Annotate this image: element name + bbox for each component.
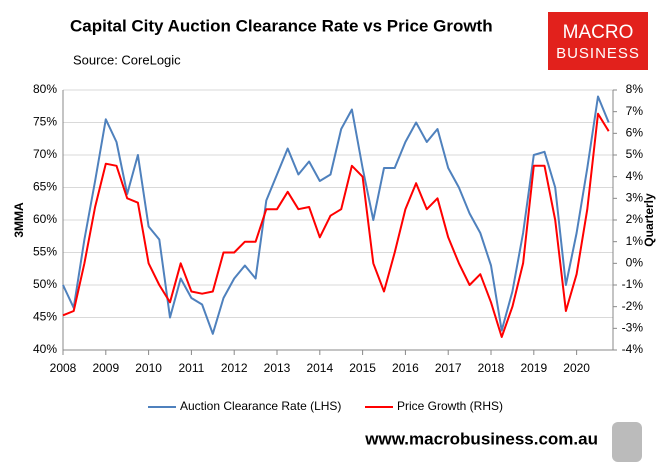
chart-subtitle: Source: CoreLogic xyxy=(73,52,181,67)
y2-tick-label: 1% xyxy=(626,234,644,248)
x-tick-label: 2020 xyxy=(563,361,590,375)
y-tick-label: 50% xyxy=(33,277,57,291)
y-axis-label: 3MMA xyxy=(12,202,26,238)
x-tick-label: 2014 xyxy=(306,361,333,375)
x-tick-label: 2016 xyxy=(392,361,419,375)
y2-tick-label: 8% xyxy=(626,82,644,96)
logo-text: MACRO xyxy=(563,22,634,43)
y2-tick-label: -2% xyxy=(622,299,644,313)
y2-tick-label: -1% xyxy=(622,277,644,291)
x-tick-label: 2015 xyxy=(349,361,376,375)
y2-tick-label: 0% xyxy=(626,256,644,270)
y-tick-label: 45% xyxy=(33,310,57,324)
legend-label: Price Growth (RHS) xyxy=(397,399,503,413)
y-tick-label: 60% xyxy=(33,212,57,226)
x-tick-label: 2019 xyxy=(520,361,547,375)
x-tick-label: 2011 xyxy=(178,361,204,375)
y2-tick-label: 3% xyxy=(626,191,644,205)
chart-title: Capital City Auction Clearance Rate vs P… xyxy=(70,16,493,35)
y2-tick-label: 2% xyxy=(626,212,644,226)
x-tick-label: 2010 xyxy=(135,361,162,375)
y2-tick-label: 4% xyxy=(626,169,644,183)
y2-tick-label: 5% xyxy=(626,147,644,161)
logo-text: BUSINESS xyxy=(556,45,640,62)
y2-tick-label: 7% xyxy=(626,104,644,118)
y2-tick-label: 6% xyxy=(626,126,644,140)
y-tick-label: 75% xyxy=(33,115,57,129)
logo-box xyxy=(548,12,648,70)
x-tick-label: 2008 xyxy=(50,361,77,375)
y2-axis-label: Quarterly xyxy=(642,193,656,247)
legend-label: Auction Clearance Rate (LHS) xyxy=(180,399,341,413)
y-tick-label: 55% xyxy=(33,245,57,259)
series-line xyxy=(62,95,610,335)
y2-tick-label: -4% xyxy=(622,342,644,356)
x-tick-label: 2013 xyxy=(264,361,291,375)
x-tick-label: 2018 xyxy=(478,361,505,375)
logo-icon xyxy=(612,422,642,462)
x-tick-label: 2017 xyxy=(435,361,462,375)
y-tick-label: 40% xyxy=(33,342,57,356)
series-line xyxy=(62,112,610,338)
y2-tick-label: -3% xyxy=(622,321,644,335)
y-tick-label: 70% xyxy=(33,147,57,161)
x-tick-label: 2012 xyxy=(221,361,248,375)
y-tick-label: 65% xyxy=(33,180,57,194)
y-tick-label: 80% xyxy=(33,82,57,96)
x-tick-label: 2009 xyxy=(92,361,119,375)
footer: www.macrobusiness.com.au xyxy=(364,429,598,448)
